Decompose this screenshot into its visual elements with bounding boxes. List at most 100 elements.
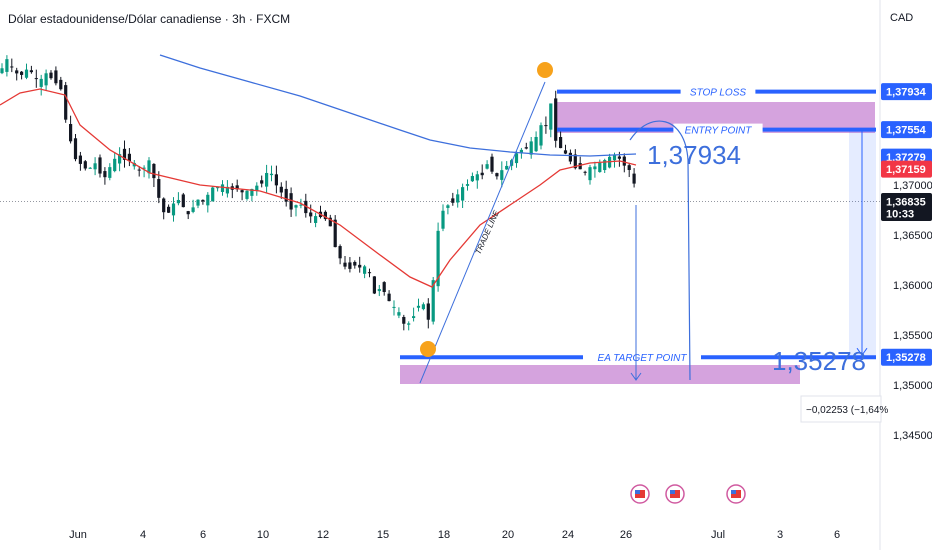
big-stop-label: 1,37934: [647, 140, 741, 170]
price-scale-label: [881, 348, 932, 366]
candle-body: [294, 205, 298, 208]
candle-body: [39, 78, 43, 87]
x-tick-label: 6: [200, 529, 206, 541]
candle-body: [93, 163, 97, 170]
price-scale-label-text: 1,37159: [886, 164, 926, 176]
candle-body: [617, 156, 621, 159]
candle-body: [196, 199, 200, 206]
candle-body: [225, 186, 229, 194]
candle-body: [260, 180, 264, 184]
candle-body: [211, 187, 215, 202]
candle-body: [554, 98, 558, 141]
candle-body: [255, 185, 259, 191]
candle-body: [583, 171, 587, 173]
candle-body: [451, 198, 455, 203]
trade-line-label: TRADE LINE: [474, 208, 502, 255]
candle-body: [627, 165, 631, 171]
level-label: STOP LOSS: [690, 88, 746, 99]
candle-body: [181, 194, 185, 208]
event-flag-canton-icon: [670, 490, 675, 494]
candle-body: [514, 153, 519, 164]
candle-body: [446, 205, 450, 208]
y-tick-label: 1,34500: [893, 430, 932, 442]
candle-body: [289, 193, 293, 210]
level-label-bg: [680, 85, 756, 98]
candle-body: [500, 170, 504, 180]
x-tick-label: 18: [438, 529, 450, 541]
candle-body: [64, 85, 68, 120]
candle-body: [593, 166, 597, 170]
x-tick-label: 4: [140, 529, 146, 541]
swing-low-marker: [420, 341, 436, 357]
candle-body: [216, 187, 220, 189]
ma-slow-line: [159, 54, 637, 157]
x-tick-label: 6: [834, 529, 840, 541]
candle-body: [147, 160, 151, 174]
candle-body: [529, 141, 533, 155]
candle-body: [612, 155, 617, 161]
candle-body: [171, 203, 176, 216]
candle-body: [250, 188, 254, 196]
candle-body: [563, 150, 568, 154]
candle-body: [632, 173, 636, 184]
level-label-bg: [583, 351, 701, 364]
x-tick-label: 26: [620, 529, 632, 541]
candle-body: [20, 71, 24, 75]
candle-body: [5, 59, 9, 72]
candle-body: [186, 211, 190, 215]
candle-body: [436, 230, 440, 287]
candle-body: [416, 305, 421, 308]
candle-body: [152, 163, 156, 179]
candle-body: [167, 206, 171, 213]
candle-body: [299, 204, 303, 206]
event-flag-canton-icon: [635, 490, 640, 494]
candle-body: [274, 174, 278, 186]
candle-body: [328, 217, 332, 227]
candle-body: [103, 171, 107, 178]
ma-fast-line: [0, 88, 637, 288]
candle-body: [588, 167, 592, 181]
measure-label-box: [800, 395, 882, 423]
candle-body: [559, 137, 563, 149]
level-label: ENTRY POINT: [685, 126, 753, 137]
candle-body: [568, 152, 572, 162]
candle-body: [372, 276, 376, 294]
x-tick-label: 12: [317, 529, 329, 541]
candle-body: [348, 262, 352, 269]
candle-body: [15, 70, 19, 74]
measure-arrow-head: [856, 347, 868, 357]
candle-body: [10, 66, 14, 68]
candle-body: [59, 79, 63, 90]
candle-body: [157, 179, 161, 198]
candle-body: [201, 199, 205, 202]
candle-body: [397, 312, 401, 316]
swing-high-marker: [537, 62, 553, 78]
candle-body: [240, 190, 244, 193]
zone-box: [400, 365, 800, 384]
y-tick-label: 1,35000: [893, 380, 932, 392]
y-tick-label: 1,35500: [893, 330, 932, 342]
candle-body: [29, 70, 33, 73]
candle-body: [412, 316, 416, 319]
projection-curve: [629, 120, 691, 381]
candle-body: [323, 211, 327, 220]
candle-body: [98, 157, 102, 174]
price-scale-label: [881, 193, 932, 221]
candle-body: [441, 210, 445, 229]
candle-body: [544, 125, 548, 127]
event-flag-canton-icon: [731, 490, 736, 494]
candle-body: [127, 153, 131, 162]
candle-body: [470, 176, 474, 182]
candle-body: [137, 169, 141, 171]
big-target-label: 1,35278: [772, 346, 866, 376]
candle-body: [113, 158, 117, 172]
candle-body: [49, 72, 53, 79]
candle-body: [0, 68, 4, 74]
candle-body: [279, 186, 283, 193]
price-scale-countdown: 10:33: [886, 209, 914, 221]
level-label-bg: [673, 123, 763, 136]
candle-body: [578, 163, 582, 170]
price-scale-label: [881, 83, 932, 101]
candle-body: [382, 282, 386, 293]
